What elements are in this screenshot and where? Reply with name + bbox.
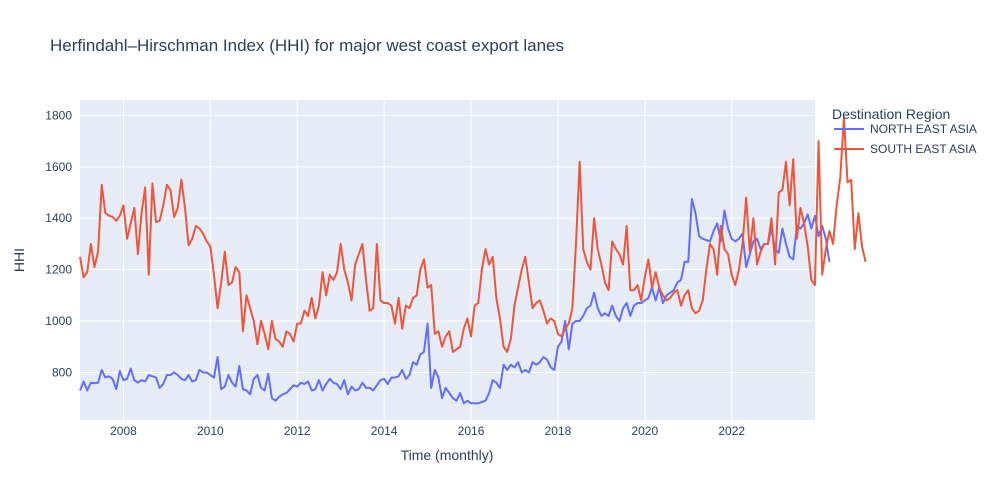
legend-title: Destination Region [832, 106, 950, 122]
series-layer [79, 116, 867, 405]
y-tick-label: 1800 [45, 108, 72, 122]
x-tick-label: 2008 [110, 424, 137, 438]
legend-item[interactable]: SOUTH EAST ASIA [834, 142, 976, 156]
x-tick-label: 2022 [718, 424, 745, 438]
legend-item[interactable]: NORTH EAST ASIA [834, 122, 977, 136]
x-tick-label: 2020 [631, 424, 658, 438]
legend-label: NORTH EAST ASIA [870, 122, 977, 136]
legend-label: SOUTH EAST ASIA [870, 142, 976, 156]
series-line-north-east-asia[interactable] [79, 197, 831, 405]
x-tick-label: 2010 [197, 424, 224, 438]
y-tick-label: 1200 [45, 263, 72, 277]
legend[interactable]: Destination Region NORTH EAST ASIA SOUTH … [832, 106, 977, 156]
series-line-south-east-asia[interactable] [79, 116, 867, 353]
x-tick-label: 2016 [458, 424, 485, 438]
x-axis-title: Time (monthly) [401, 447, 494, 463]
y-axis-title: HHI [11, 248, 27, 272]
plot-area [80, 100, 815, 420]
x-axis: 2008 2010 2012 2014 2016 2018 2020 2022 [110, 424, 745, 438]
y-tick-label: 1000 [45, 314, 72, 328]
y-tick-label: 1400 [45, 211, 72, 225]
y-tick-label: 800 [52, 365, 72, 379]
x-tick-label: 2018 [545, 424, 572, 438]
chart-title: Herfindahl–Hirschman Index (HHI) for maj… [50, 36, 564, 55]
x-tick-label: 2012 [284, 424, 311, 438]
y-tick-label: 1600 [45, 160, 72, 174]
x-tick-label: 2014 [371, 424, 398, 438]
y-axis: 800 1000 1200 1400 1600 1800 [45, 108, 72, 379]
